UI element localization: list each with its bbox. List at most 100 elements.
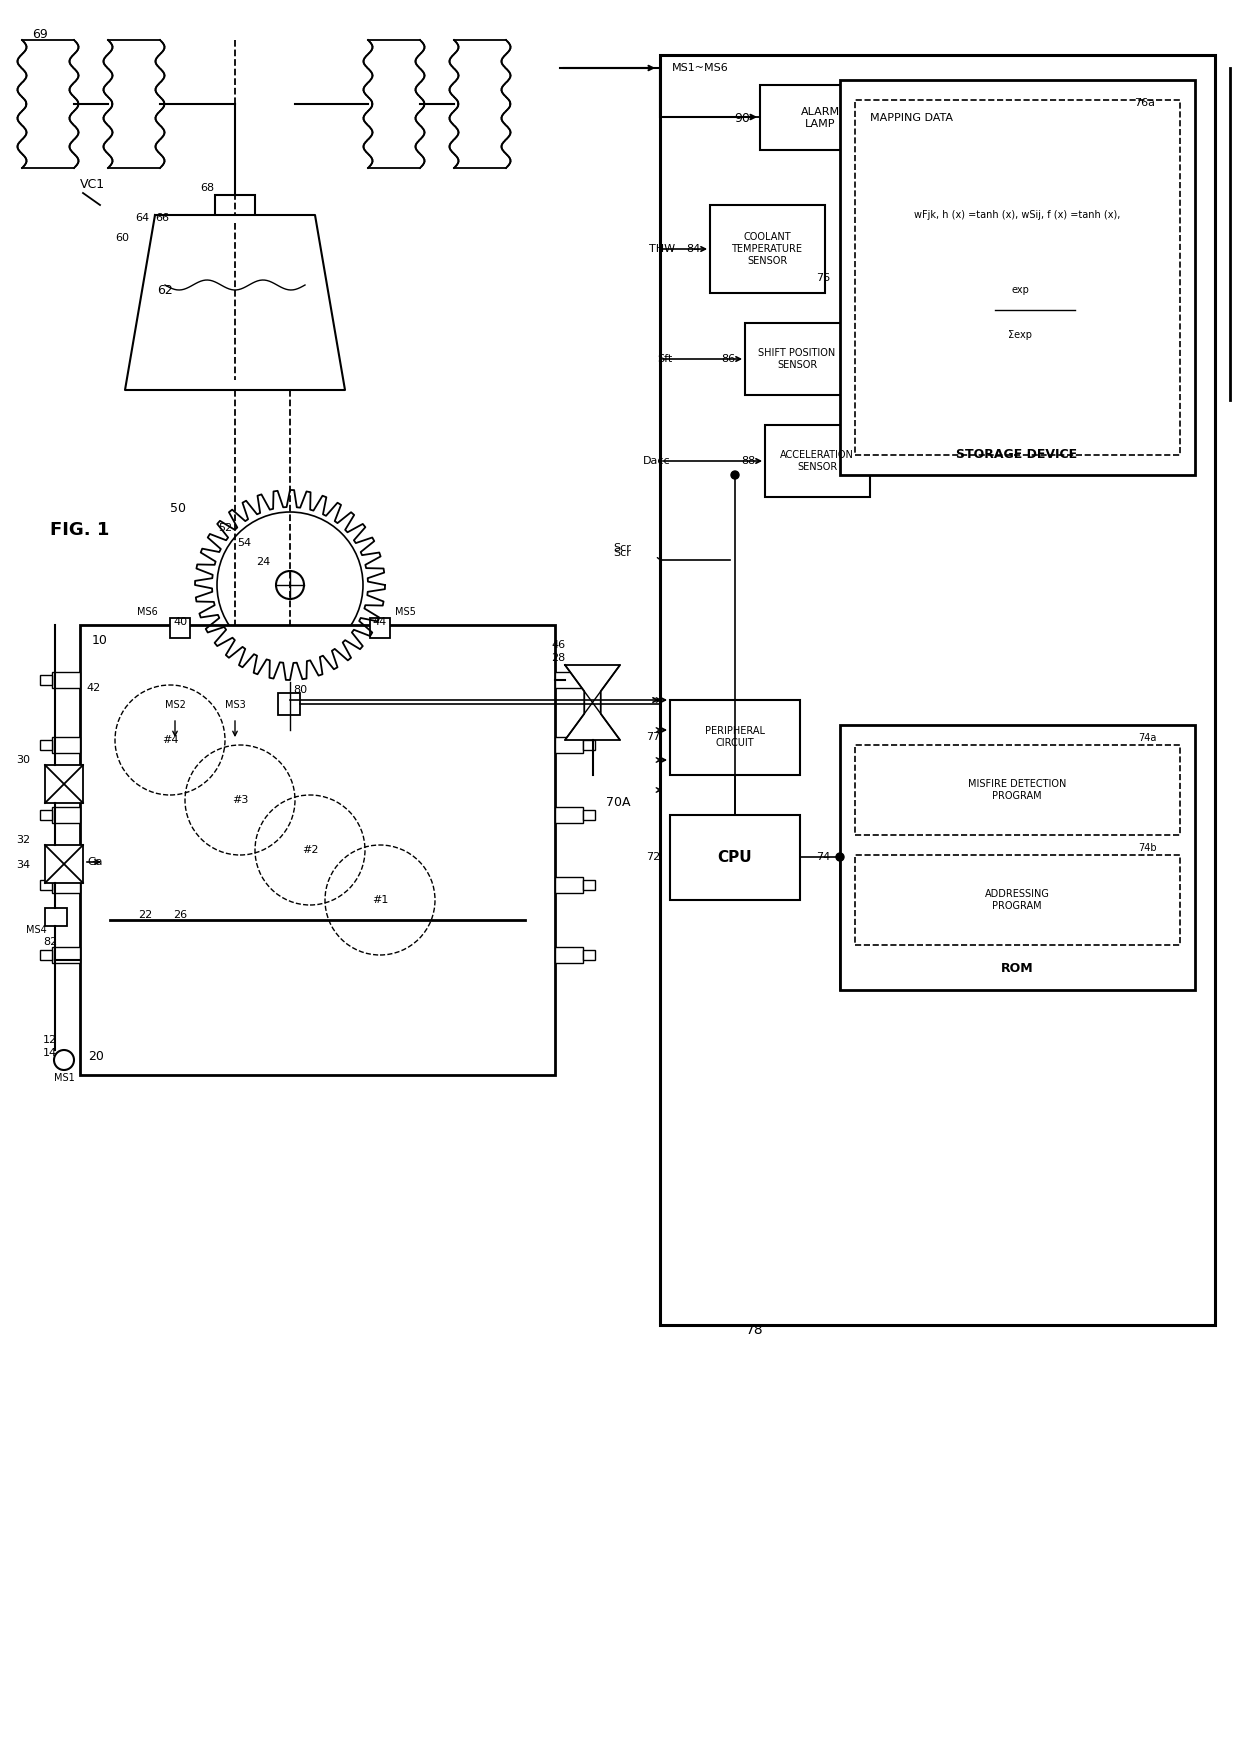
Text: 80: 80: [293, 685, 308, 696]
Text: MISFIRE DETECTION
PROGRAM: MISFIRE DETECTION PROGRAM: [967, 780, 1066, 801]
Text: THW: THW: [649, 245, 675, 253]
Bar: [45, 844, 83, 883]
Text: ADDRESSING
PROGRAM: ADDRESSING PROGRAM: [985, 890, 1049, 911]
Bar: [583, 949, 595, 960]
Text: 46: 46: [551, 640, 565, 650]
Text: 76a: 76a: [1135, 98, 1154, 108]
Bar: [52, 877, 81, 893]
Text: MS5: MS5: [396, 607, 415, 617]
Text: 14: 14: [43, 1049, 57, 1058]
Bar: [52, 671, 81, 689]
Text: 70A: 70A: [606, 797, 630, 809]
Text: 34: 34: [16, 860, 30, 871]
Bar: [40, 739, 52, 750]
Bar: [856, 100, 1180, 454]
Bar: [556, 877, 583, 893]
Bar: [40, 809, 52, 820]
Text: exp: exp: [1011, 285, 1029, 295]
Text: 68: 68: [200, 184, 215, 192]
Text: #1: #1: [372, 895, 388, 905]
Text: 62: 62: [157, 283, 172, 297]
Text: Σexp: Σexp: [1008, 330, 1032, 341]
Text: ALARM
LAMP: ALARM LAMP: [801, 107, 839, 129]
Text: 20: 20: [88, 1051, 104, 1063]
Text: VC1: VC1: [81, 178, 105, 192]
Bar: [839, 80, 1195, 475]
Text: 40: 40: [172, 617, 187, 628]
Bar: [556, 808, 583, 823]
Bar: [370, 619, 391, 638]
Text: 88: 88: [740, 456, 755, 467]
Bar: [52, 738, 81, 753]
Text: 90: 90: [734, 112, 750, 124]
Bar: [856, 745, 1180, 836]
Bar: [760, 86, 880, 150]
Text: #2: #2: [301, 844, 319, 855]
Text: FIG. 1: FIG. 1: [50, 521, 109, 538]
Text: PERIPHERAL
CIRCUIT: PERIPHERAL CIRCUIT: [706, 725, 765, 748]
Text: 72: 72: [646, 851, 660, 862]
Text: 82: 82: [43, 937, 57, 947]
Text: MAPPING DATA: MAPPING DATA: [870, 114, 954, 122]
Bar: [215, 196, 255, 224]
Text: 74a: 74a: [1138, 732, 1157, 743]
Text: Scr: Scr: [613, 549, 631, 558]
Text: SHIFT POSITION
SENSOR: SHIFT POSITION SENSOR: [759, 348, 836, 371]
Bar: [40, 879, 52, 890]
Bar: [278, 692, 300, 715]
Text: 50: 50: [170, 502, 186, 514]
Text: 28: 28: [551, 654, 565, 662]
Bar: [670, 699, 800, 774]
Bar: [52, 947, 81, 963]
Bar: [81, 626, 556, 1075]
Bar: [45, 907, 67, 926]
Bar: [583, 809, 595, 820]
Bar: [40, 675, 52, 685]
Bar: [556, 947, 583, 963]
Text: 69: 69: [32, 28, 48, 42]
Text: #4: #4: [161, 734, 179, 745]
Text: 66: 66: [155, 213, 169, 224]
Text: Ga: Ga: [87, 857, 103, 867]
Text: Scr: Scr: [613, 544, 631, 552]
Circle shape: [732, 470, 739, 479]
Text: 54: 54: [237, 538, 250, 549]
Text: 60: 60: [115, 232, 129, 243]
Bar: [856, 855, 1180, 946]
Text: 64: 64: [135, 213, 149, 224]
Text: COOLANT
TEMPERATURE
SENSOR: COOLANT TEMPERATURE SENSOR: [732, 232, 802, 266]
Text: 12: 12: [43, 1035, 57, 1045]
Bar: [660, 54, 1215, 1325]
Text: 77: 77: [646, 732, 660, 741]
Text: 10: 10: [92, 633, 108, 647]
Text: STORAGE DEVICE: STORAGE DEVICE: [956, 449, 1078, 461]
Polygon shape: [125, 215, 345, 390]
Text: 78: 78: [746, 1323, 764, 1337]
Bar: [556, 671, 583, 689]
Bar: [583, 879, 595, 890]
Bar: [583, 739, 595, 750]
Text: 76: 76: [816, 273, 830, 283]
Bar: [170, 619, 190, 638]
Bar: [839, 725, 1195, 989]
Text: 24: 24: [255, 558, 270, 566]
Bar: [711, 205, 825, 294]
Text: Dacc: Dacc: [642, 456, 670, 467]
Text: 52: 52: [218, 523, 232, 533]
Text: 84: 84: [686, 245, 701, 253]
Text: MS1~MS6: MS1~MS6: [672, 63, 728, 73]
Bar: [52, 808, 81, 823]
Bar: [556, 738, 583, 753]
Text: #3: #3: [232, 795, 248, 806]
Text: MS1: MS1: [53, 1073, 74, 1084]
Text: 44: 44: [373, 617, 387, 628]
Text: wFjk, h (x) =tanh (x), wSij, f (x) =tanh (x),: wFjk, h (x) =tanh (x), wSij, f (x) =tanh…: [914, 210, 1120, 220]
Bar: [670, 815, 800, 900]
Text: ACCELERATION
SENSOR: ACCELERATION SENSOR: [780, 451, 854, 472]
Text: 42: 42: [86, 683, 100, 692]
Bar: [45, 766, 83, 802]
Text: MS3: MS3: [224, 699, 246, 710]
Text: 86: 86: [720, 355, 735, 364]
Text: Sft: Sft: [657, 355, 672, 364]
Text: 30: 30: [16, 755, 30, 766]
